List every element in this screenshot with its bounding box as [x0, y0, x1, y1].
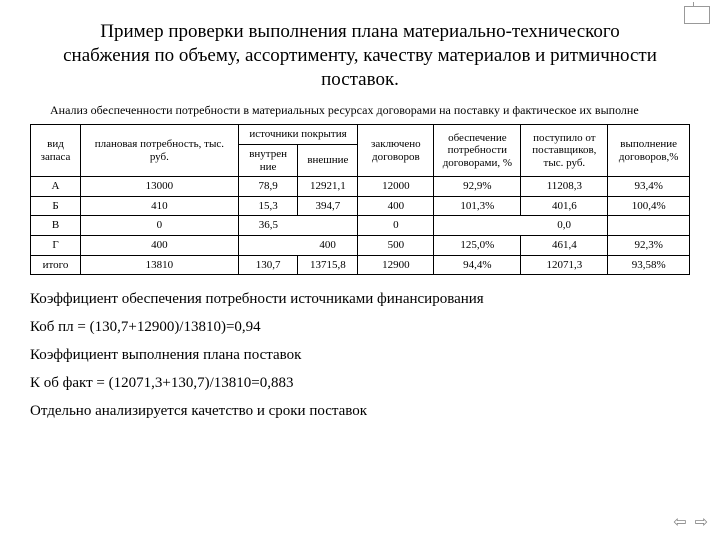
- th-received: поступило от поставщиков, тыс. руб.: [521, 125, 608, 177]
- cell: 400: [298, 236, 358, 256]
- paragraph: Коб пл = (130,7+12900)/13810)=0,94: [30, 315, 690, 339]
- cell: 125,0%: [434, 236, 521, 256]
- cell: 92,3%: [608, 236, 690, 256]
- cell: Г: [31, 236, 81, 256]
- cell: 401,6: [521, 196, 608, 216]
- cell: 15,3: [238, 196, 298, 216]
- table-row: А 13000 78,9 12921,1 12000 92,9% 11208,3…: [31, 177, 690, 197]
- table-row: В 0 36,5 0 0,0: [31, 216, 690, 236]
- cell: 101,3%: [434, 196, 521, 216]
- th-provision: обеспечение потребности договорами, %: [434, 125, 521, 177]
- paragraph: Коэффициент обеспечения потребности исто…: [30, 287, 690, 311]
- cell: 94,4%: [434, 255, 521, 275]
- cell: А: [31, 177, 81, 197]
- cell: 0: [358, 216, 434, 236]
- cell: 461,4: [521, 236, 608, 256]
- paragraph: К об факт = (12071,3+130,7)/13810=0,883: [30, 371, 690, 395]
- paragraph: Отдельно анализируется качетство и сроки…: [30, 399, 690, 423]
- arrow-right-icon[interactable]: ⇨: [695, 512, 708, 532]
- nav-arrows: ⇦ ⇨: [669, 512, 708, 532]
- cell: [238, 236, 298, 256]
- cell: 500: [358, 236, 434, 256]
- supply-table: вид запаса плановая потребность, тыс. ру…: [30, 124, 690, 275]
- table-row: Г 400 400 500 125,0% 461,4 92,3%: [31, 236, 690, 256]
- cell: 400: [358, 196, 434, 216]
- cell: 12000: [358, 177, 434, 197]
- cell: 400: [81, 236, 239, 256]
- cell: итого: [31, 255, 81, 275]
- cell: [434, 216, 521, 236]
- cell: 93,58%: [608, 255, 690, 275]
- th-plan: плановая потребность, тыс. руб.: [81, 125, 239, 177]
- cell: 12071,3: [521, 255, 608, 275]
- cell: 12921,1: [298, 177, 358, 197]
- cell: 13000: [81, 177, 239, 197]
- th-contracts: заключено договоров: [358, 125, 434, 177]
- page-marker-icon: [684, 6, 710, 24]
- th-sources: источники покрытия: [238, 125, 358, 145]
- cell: 410: [81, 196, 239, 216]
- cell: 100,4%: [608, 196, 690, 216]
- th-vid: вид запаса: [31, 125, 81, 177]
- cell: 13810: [81, 255, 239, 275]
- page-title: Пример проверки выполнения плана материа…: [60, 20, 660, 91]
- table-row-total: итого 13810 130,7 13715,8 12900 94,4% 12…: [31, 255, 690, 275]
- th-execution: выполнение договоров,%: [608, 125, 690, 177]
- table-caption: Анализ обеспеченности потребности в мате…: [50, 103, 690, 118]
- cell: 11208,3: [521, 177, 608, 197]
- table-row: Б 410 15,3 394,7 400 101,3% 401,6 100,4%: [31, 196, 690, 216]
- header-row-1: вид запаса плановая потребность, тыс. ру…: [31, 125, 690, 145]
- cell: [298, 216, 358, 236]
- body-paragraphs: Коэффициент обеспечения потребности исто…: [30, 287, 690, 423]
- th-external: внешние: [298, 144, 358, 176]
- cell: 12900: [358, 255, 434, 275]
- th-internal: внутрен ние: [238, 144, 298, 176]
- paragraph: Коэффициент выполнения плана поставок: [30, 343, 690, 367]
- cell: 36,5: [238, 216, 298, 236]
- cell: 13715,8: [298, 255, 358, 275]
- cell: 130,7: [238, 255, 298, 275]
- cell: [608, 216, 690, 236]
- cell: 0,0: [521, 216, 608, 236]
- cell: Б: [31, 196, 81, 216]
- cell: 0: [81, 216, 239, 236]
- arrow-left-icon[interactable]: ⇦: [673, 512, 686, 532]
- cell: 93,4%: [608, 177, 690, 197]
- cell: 92,9%: [434, 177, 521, 197]
- cell: 394,7: [298, 196, 358, 216]
- cell: 78,9: [238, 177, 298, 197]
- cell: В: [31, 216, 81, 236]
